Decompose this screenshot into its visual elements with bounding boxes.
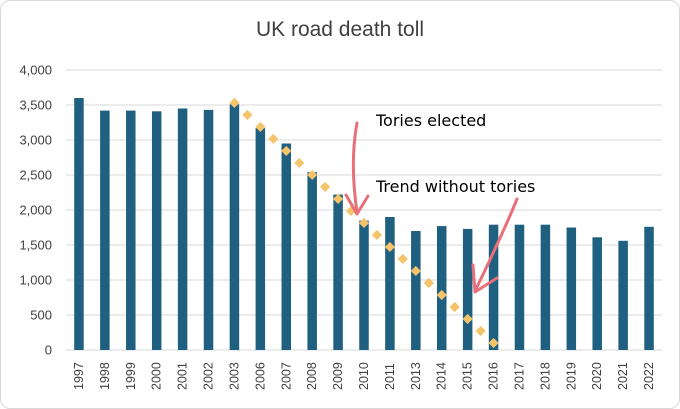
x-tick-label: 1997 <box>72 362 86 390</box>
x-tick-label: 2009 <box>331 362 345 390</box>
x-tick-label: 2015 <box>461 362 475 390</box>
trend-marker <box>423 277 434 289</box>
x-tick-label: 1999 <box>124 362 138 390</box>
bar-1997 <box>74 98 84 350</box>
y-tick-label: 500 <box>30 308 52 323</box>
annotation-tories-elected: Tories elected <box>375 111 486 130</box>
x-tick-label: 1998 <box>98 362 112 390</box>
bar-2014 <box>436 226 447 350</box>
x-tick-label: 2014 <box>435 362 449 390</box>
x-tick-label: 2021 <box>616 362 630 390</box>
bar-2018 <box>540 224 551 350</box>
bar-2016 <box>488 224 499 350</box>
y-tick-label: 0 <box>45 343 52 358</box>
arrow-tories-elected <box>344 121 370 216</box>
x-tick-label: 2011 <box>383 363 397 390</box>
trend-marker <box>371 229 383 241</box>
bar-2021 <box>618 240 628 350</box>
annotation-trend-without-tories: Trend without tories <box>375 177 535 196</box>
y-axis-ticks: 0 500 1,000 1,500 2,000 2,500 3,000 3,500 4,000 <box>19 63 52 358</box>
x-tick-label: 2008 <box>305 362 319 390</box>
bar-1998 <box>100 110 110 350</box>
bar-2013 <box>411 231 421 350</box>
trend-marker <box>397 253 408 265</box>
x-axis-ticks: 1997 1998 1999 2000 2001 2002 2003 2006 2007 2008… <box>72 362 656 390</box>
bar-2019 <box>566 227 577 350</box>
x-tick-label: 2018 <box>538 362 552 390</box>
annotations: Tories elected Trend without tories <box>344 111 535 294</box>
bar-2001 <box>177 108 188 350</box>
bar-2011 <box>385 217 395 350</box>
bar-2009 <box>333 194 343 350</box>
y-tick-label: 1,500 <box>19 238 52 253</box>
y-tick-label: 3,500 <box>19 98 52 113</box>
trend-marker <box>475 325 486 337</box>
bar-2020 <box>592 237 602 350</box>
y-tick-label: 3,000 <box>19 133 52 148</box>
chart-title: UK road death toll <box>256 18 424 41</box>
bar-2002 <box>203 109 214 351</box>
x-tick-label: 2003 <box>227 362 241 390</box>
trend-marker <box>488 337 499 349</box>
x-tick-label: 2010 <box>357 362 371 390</box>
bar-2000 <box>151 111 162 350</box>
x-tick-label: 2019 <box>564 362 578 390</box>
bars <box>74 98 654 351</box>
x-tick-label: 2001 <box>176 362 190 390</box>
trend-marker <box>449 301 460 313</box>
bar-2022 <box>644 226 654 350</box>
bar-2003 <box>229 104 240 350</box>
trend-marker <box>268 133 279 145</box>
trend-line <box>229 97 499 349</box>
trend-marker <box>229 97 240 108</box>
trend-marker <box>410 265 421 277</box>
x-tick-label: 2006 <box>253 362 267 390</box>
x-tick-label: 2016 <box>487 362 501 390</box>
trend-marker <box>242 109 253 120</box>
arrow-trend-without-tories <box>471 197 519 294</box>
bar-2007 <box>281 143 292 350</box>
trend-marker <box>358 217 370 229</box>
x-tick-label: 2022 <box>642 362 656 390</box>
gridlines <box>66 69 662 351</box>
bar-2006 <box>255 128 266 350</box>
trend-marker <box>294 157 305 169</box>
x-tick-label: 2013 <box>409 362 423 390</box>
trend-marker <box>320 181 331 193</box>
bar-2010 <box>359 220 369 350</box>
trend-marker <box>307 169 318 181</box>
trend-marker <box>332 193 344 205</box>
bar-1999 <box>126 110 136 350</box>
x-tick-label: 2020 <box>590 362 604 390</box>
x-tick-label: 2002 <box>202 362 216 390</box>
bar-2015 <box>462 228 473 350</box>
y-tick-label: 2,000 <box>19 203 52 218</box>
bar-2008 <box>307 172 317 350</box>
x-tick-label: 2000 <box>150 362 164 390</box>
y-tick-label: 2,500 <box>19 168 52 183</box>
trend-marker <box>281 145 292 157</box>
y-tick-label: 4,000 <box>19 63 52 78</box>
trend-marker <box>436 289 447 301</box>
x-tick-label: 2017 <box>512 362 526 390</box>
bar-2017 <box>514 224 525 350</box>
x-tick-label: 2007 <box>279 362 293 390</box>
y-tick-label: 1,000 <box>19 273 52 288</box>
